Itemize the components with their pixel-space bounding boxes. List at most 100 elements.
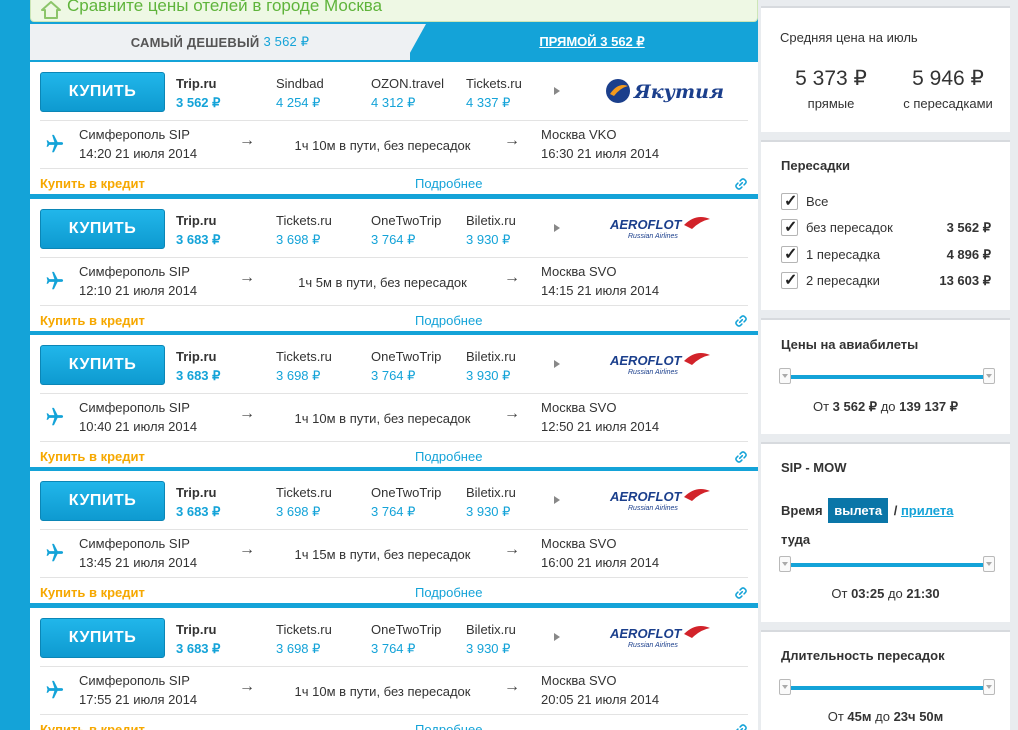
slider-max-handle[interactable] xyxy=(983,368,995,384)
agency-offer[interactable]: Trip.ru 3 683 ₽ xyxy=(176,347,271,385)
buy-button[interactable]: КУПИТЬ xyxy=(40,209,165,249)
details-link[interactable]: Подробнее xyxy=(415,585,483,600)
agency-offer[interactable]: Tickets.ru 3 698 ₽ xyxy=(276,211,371,249)
agency-name[interactable]: Biletix.ru xyxy=(466,622,516,637)
agency-price[interactable]: 3 683 ₽ xyxy=(176,232,221,247)
agency-price[interactable]: 3 683 ₽ xyxy=(176,504,221,519)
slider-min-handle[interactable] xyxy=(779,556,791,572)
agency-price[interactable]: 3 764 ₽ xyxy=(371,232,416,247)
agency-name[interactable]: Tickets.ru xyxy=(276,485,332,500)
agency-price[interactable]: 3 698 ₽ xyxy=(276,641,321,656)
more-agencies-icon[interactable] xyxy=(554,360,560,368)
buy-on-credit-link[interactable]: Купить в кредит xyxy=(40,585,145,600)
time-slider[interactable] xyxy=(779,556,995,572)
checkbox[interactable] xyxy=(781,270,798,290)
agency-name[interactable]: Trip.ru xyxy=(176,349,217,364)
agency-offer[interactable]: Biletix.ru 3 930 ₽ xyxy=(466,347,561,385)
chain-link-icon[interactable] xyxy=(734,586,748,600)
slider-min-handle[interactable] xyxy=(779,679,791,695)
agency-price[interactable]: 3 764 ₽ xyxy=(371,368,416,383)
more-agencies-icon[interactable] xyxy=(554,224,560,232)
tab-departure-time[interactable]: вылета xyxy=(828,498,889,523)
slider-min-handle[interactable] xyxy=(779,368,791,384)
slider-max-handle[interactable] xyxy=(983,679,995,695)
agency-price[interactable]: 4 254 ₽ xyxy=(276,95,321,110)
agency-offer[interactable]: OZON.travel 4 312 ₽ xyxy=(371,74,466,112)
more-agencies-icon[interactable] xyxy=(554,496,560,504)
agency-offer[interactable]: Biletix.ru 3 930 ₽ xyxy=(466,620,561,658)
agency-name[interactable]: Trip.ru xyxy=(176,213,217,228)
agency-name[interactable]: Tickets.ru xyxy=(276,349,332,364)
details-link[interactable]: Подробнее xyxy=(415,176,483,191)
agency-offer[interactable]: Trip.ru 3 562 ₽ xyxy=(176,74,271,112)
agency-offer[interactable]: OneTwoTrip 3 764 ₽ xyxy=(371,211,466,249)
agency-name[interactable]: OneTwoTrip xyxy=(371,213,442,228)
agency-offer[interactable]: Trip.ru 3 683 ₽ xyxy=(176,483,271,521)
chain-link-icon[interactable] xyxy=(734,314,748,328)
checkbox[interactable] xyxy=(781,244,798,264)
agency-price[interactable]: 3 930 ₽ xyxy=(466,504,511,519)
agency-name[interactable]: OneTwoTrip xyxy=(371,485,442,500)
stops-option-one[interactable]: 1 пересадка 4 896 ₽ xyxy=(781,244,991,265)
agency-price[interactable]: 3 698 ₽ xyxy=(276,504,321,519)
checkbox[interactable] xyxy=(781,191,798,211)
agency-name[interactable]: Biletix.ru xyxy=(466,349,516,364)
more-agencies-icon[interactable] xyxy=(554,633,560,641)
hotels-banner[interactable]: Сравните цены отелей в городе Москва xyxy=(30,0,758,22)
agency-name[interactable]: OZON.travel xyxy=(371,76,444,91)
chain-link-icon[interactable] xyxy=(734,450,748,464)
buy-button[interactable]: КУПИТЬ xyxy=(40,345,165,385)
agency-offer[interactable]: Tickets.ru 3 698 ₽ xyxy=(276,483,371,521)
buy-on-credit-link[interactable]: Купить в кредит xyxy=(40,722,145,730)
agency-name[interactable]: Tickets.ru xyxy=(276,213,332,228)
buy-button[interactable]: КУПИТЬ xyxy=(40,72,165,112)
tab-arrival-time[interactable]: прилета xyxy=(900,503,954,518)
stops-option-all[interactable]: Все xyxy=(781,191,991,212)
agency-name[interactable]: Trip.ru xyxy=(176,76,217,91)
agency-price[interactable]: 3 764 ₽ xyxy=(371,641,416,656)
tab-cheapest[interactable]: САМЫЙ ДЕШЕВЫЙ 3 562 ₽ xyxy=(30,24,410,60)
agency-offer[interactable]: Trip.ru 3 683 ₽ xyxy=(176,211,271,249)
agency-name[interactable]: Biletix.ru xyxy=(466,213,516,228)
agency-price[interactable]: 3 683 ₽ xyxy=(176,368,221,383)
tab-direct[interactable]: ПРЯМОЙ 3 562 ₽ xyxy=(539,34,645,49)
stops-option-two[interactable]: 2 пересадки 13 603 ₽ xyxy=(781,270,991,291)
agency-offer[interactable]: Sindbad 4 254 ₽ xyxy=(276,74,371,112)
agency-name[interactable]: Trip.ru xyxy=(176,485,217,500)
agency-offer[interactable]: Tickets.ru 3 698 ₽ xyxy=(276,347,371,385)
agency-name[interactable]: OneTwoTrip xyxy=(371,349,442,364)
buy-on-credit-link[interactable]: Купить в кредит xyxy=(40,313,145,328)
agency-price[interactable]: 3 562 ₽ xyxy=(176,95,221,110)
agency-price[interactable]: 3 930 ₽ xyxy=(466,232,511,247)
details-link[interactable]: Подробнее xyxy=(415,722,483,730)
agency-price[interactable]: 4 337 ₽ xyxy=(466,95,511,110)
agency-offer[interactable]: OneTwoTrip 3 764 ₽ xyxy=(371,483,466,521)
agency-offer[interactable]: Biletix.ru 3 930 ₽ xyxy=(466,211,561,249)
details-link[interactable]: Подробнее xyxy=(415,313,483,328)
agency-offer[interactable]: Tickets.ru 3 698 ₽ xyxy=(276,620,371,658)
more-agencies-icon[interactable] xyxy=(554,87,560,95)
agency-offer[interactable]: OneTwoTrip 3 764 ₽ xyxy=(371,620,466,658)
agency-price[interactable]: 3 930 ₽ xyxy=(466,641,511,656)
agency-price[interactable]: 3 698 ₽ xyxy=(276,232,321,247)
agency-offer[interactable]: OneTwoTrip 3 764 ₽ xyxy=(371,347,466,385)
buy-button[interactable]: КУПИТЬ xyxy=(40,618,165,658)
buy-on-credit-link[interactable]: Купить в кредит xyxy=(40,176,145,191)
agency-price[interactable]: 3 698 ₽ xyxy=(276,368,321,383)
agency-name[interactable]: Biletix.ru xyxy=(466,485,516,500)
chain-link-icon[interactable] xyxy=(734,177,748,191)
agency-price[interactable]: 4 312 ₽ xyxy=(371,95,416,110)
layover-slider[interactable] xyxy=(779,679,995,695)
buy-on-credit-link[interactable]: Купить в кредит xyxy=(40,449,145,464)
banner-text[interactable]: Сравните цены отелей в городе Москва xyxy=(67,0,383,15)
agency-name[interactable]: Tickets.ru xyxy=(276,622,332,637)
agency-name[interactable]: Trip.ru xyxy=(176,622,217,637)
slider-max-handle[interactable] xyxy=(983,556,995,572)
details-link[interactable]: Подробнее xyxy=(415,449,483,464)
agency-offer[interactable]: Biletix.ru 3 930 ₽ xyxy=(466,483,561,521)
agency-price[interactable]: 3 764 ₽ xyxy=(371,504,416,519)
agency-price[interactable]: 3 683 ₽ xyxy=(176,641,221,656)
stops-option-direct[interactable]: без пересадок 3 562 ₽ xyxy=(781,217,991,238)
chain-link-icon[interactable] xyxy=(734,723,748,730)
agency-price[interactable]: 3 930 ₽ xyxy=(466,368,511,383)
